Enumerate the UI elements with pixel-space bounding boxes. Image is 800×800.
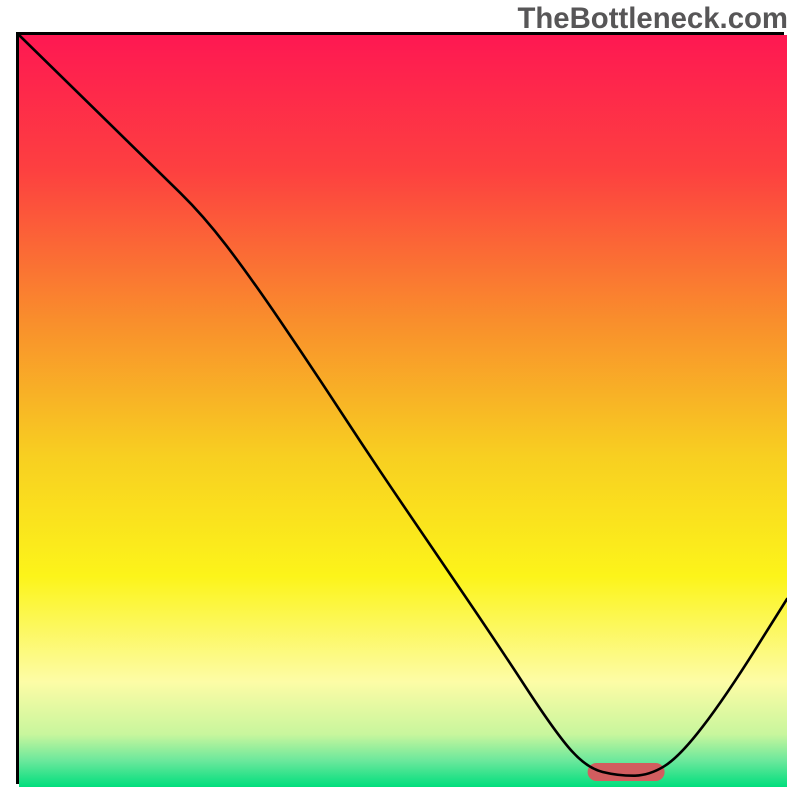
watermark-text: TheBottleneck.com: [517, 2, 788, 36]
series-line-svg: [19, 35, 787, 787]
chart-container: TheBottleneck.com: [0, 0, 800, 800]
plot-area: [16, 32, 784, 784]
series-line: [19, 35, 787, 776]
